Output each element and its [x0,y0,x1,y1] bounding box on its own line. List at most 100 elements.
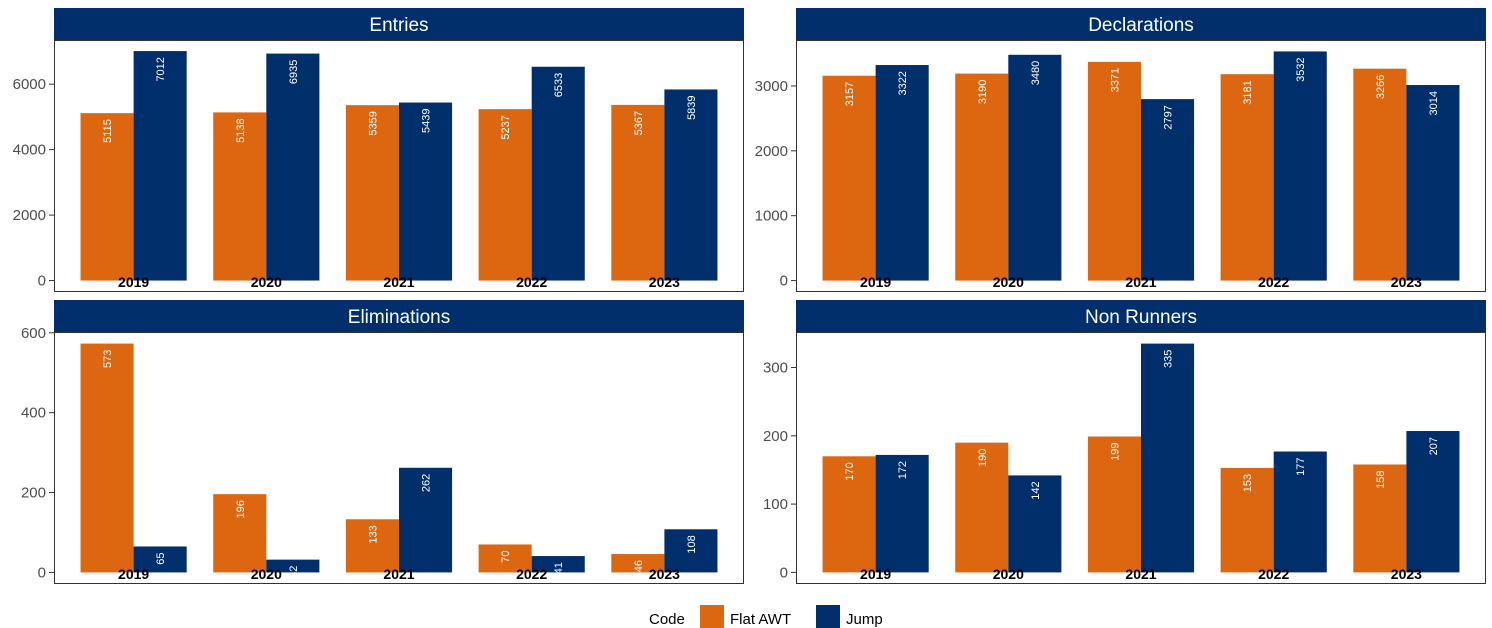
bar-value-label: 65 [155,552,167,564]
x-tick-label: 2019 [118,274,149,290]
bar-value-label: 3480 [1030,61,1042,85]
bar-flat-awt-2019 [822,456,876,573]
panel-strip [796,300,1486,332]
panel-border [54,40,744,292]
x-tick-label: 2019 [860,274,891,290]
bar-flat-awt-2023 [611,104,665,281]
bar-jump-2023 [1406,431,1460,573]
bar-jump-2019 [875,65,929,281]
y-tick-label: 100 [763,496,788,513]
x-tick-label: 2022 [1258,274,1289,290]
bar-jump-2022 [1273,451,1327,573]
legend-label: Flat AWT [730,611,791,628]
bar-value-label: 5439 [421,109,433,133]
x-tick-label: 2020 [251,274,282,290]
bar-value-label: 2797 [1163,105,1175,129]
bar-flat-awt-2020 [213,112,267,281]
bar-jump-2020 [1008,54,1062,281]
bar-value-label: 262 [421,474,433,492]
bar-value-label: 7012 [155,57,167,81]
y-tick-label: 1000 [755,208,788,225]
bar-jump-2019 [875,454,929,573]
x-tick-label: 2021 [1125,566,1156,582]
x-tick-label: 2022 [516,274,547,290]
bar-value-label: 32 [288,566,300,578]
bar-value-label: 6533 [553,73,565,97]
panel-eliminations: Eliminations 0 200 400 600 573 65 2019 196 32 2020… [21,300,744,584]
bar-flat-awt-2020 [213,494,267,573]
bar-value-label: 5839 [686,95,698,119]
y-tick-label: 600 [21,325,46,342]
y-tick-label: 2000 [13,207,46,224]
bar-value-label: 5138 [235,118,247,142]
bar-jump-2019 [133,546,187,573]
bar-jump-2022 [1273,51,1327,281]
bar-value-label: 199 [1109,442,1121,460]
bar-jump-2019 [133,51,187,281]
bar-jump-2021 [399,467,453,573]
x-tick-label: 2021 [1125,274,1156,290]
bar-jump-2020 [266,53,320,281]
panel-strip [54,300,744,332]
bar-value-label: 41 [553,562,565,574]
x-tick-label: 2020 [251,566,282,582]
bar-value-label: 3014 [1428,91,1440,115]
y-tick-label: 0 [38,564,46,581]
bar-jump-2021 [1141,343,1195,573]
x-tick-label: 2021 [383,566,414,582]
bar-flat-awt-2020 [955,73,1009,281]
bar-flat-awt-2021 [1087,436,1141,573]
bar-jump-2023 [664,529,718,573]
panel-title: Non Runners [1085,307,1197,328]
bar-jump-2023 [1406,85,1460,281]
x-tick-label: 2023 [649,274,680,290]
y-tick-label: 200 [21,485,46,502]
bar-value-label: 3190 [977,80,989,104]
bar-flat-awt-2022 [1220,467,1274,573]
x-tick-label: 2019 [860,566,891,582]
panel-entries: Entries 0 2000 4000 6000 5115 7012 2019 5138 6935… [13,8,744,292]
bar-jump-2021 [1141,99,1195,281]
y-tick-label: 0 [780,273,788,290]
bar-flat-awt-2020 [955,442,1009,573]
panel-title: Eliminations [348,307,450,328]
bar-value-label: 3322 [897,71,909,95]
bar-value-label: 133 [367,525,379,543]
bar-flat-awt-2023 [611,554,665,573]
panel-title: Entries [369,15,428,36]
bar-jump-2020 [1008,475,1062,573]
y-tick-label: 0 [780,564,788,581]
y-tick-label: 2000 [755,143,788,160]
bar-jump-2022 [531,556,585,573]
panel-non-runners: Non Runners 0 100 200 300 170 172 2019 190 142 202… [763,300,1486,584]
bar-value-label: 142 [1030,481,1042,499]
panel-declarations: Declarations 0 1000 2000 3000 3157 3322 2019 319… [755,8,1486,292]
bar-value-label: 190 [977,449,989,467]
bar-flat-awt-2023 [1353,464,1407,573]
bar-value-label: 108 [686,535,698,553]
bar-flat-awt-2023 [1353,68,1407,281]
bar-flat-awt-2019 [80,343,134,573]
y-tick-label: 0 [38,273,46,290]
panel-strip [796,8,1486,40]
panel-title: Declarations [1088,15,1194,36]
x-tick-label: 2022 [1258,566,1289,582]
bar-value-label: 70 [500,550,512,562]
y-tick-label: 300 [763,360,788,377]
x-tick-label: 2023 [1391,274,1422,290]
bar-value-label: 170 [844,462,856,480]
bar-jump-2020 [266,559,320,573]
x-tick-label: 2022 [516,566,547,582]
bar-value-label: 3157 [844,82,856,106]
bar-jump-2022 [531,66,585,281]
bar-value-label: 3181 [1242,80,1254,104]
bar-flat-awt-2019 [80,113,134,281]
x-tick-label: 2020 [993,566,1024,582]
bar-value-label: 5115 [102,119,114,143]
y-tick-label: 200 [763,428,788,445]
bar-value-label: 177 [1295,458,1307,476]
bar-value-label: 158 [1375,470,1387,488]
x-tick-label: 2019 [118,566,149,582]
bar-value-label: 5359 [367,111,379,135]
